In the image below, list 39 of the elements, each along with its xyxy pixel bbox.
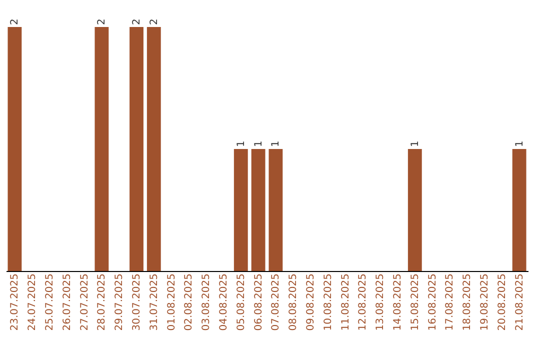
x-tick-label: 14.08.2025 bbox=[392, 274, 404, 331]
data-label: 1 bbox=[514, 140, 526, 147]
data-label: 1 bbox=[253, 140, 264, 147]
x-tick-label: 16.08.2025 bbox=[427, 274, 438, 331]
x-tick-label: 27.07.2025 bbox=[79, 274, 90, 331]
x-tick-label: 13.08.2025 bbox=[375, 274, 386, 331]
x-tick-label: 04.08.2025 bbox=[218, 274, 230, 331]
x-tick-label: 19.08.2025 bbox=[480, 274, 490, 331]
x-tick-label: 01.08.2025 bbox=[166, 274, 178, 331]
x-tick-label: 10.08.2025 bbox=[322, 274, 334, 331]
x-tick-label: 30.07.2025 bbox=[132, 274, 142, 331]
x-tick-label: 05.08.2025 bbox=[236, 274, 247, 331]
x-tick-label: 17.08.2025 bbox=[444, 274, 456, 331]
data-label: 1 bbox=[410, 140, 421, 147]
data-label: 2 bbox=[10, 18, 21, 25]
x-tick-label: 25.07.2025 bbox=[44, 274, 56, 331]
data-label: 1 bbox=[236, 140, 247, 147]
x-tick-label: 09.08.2025 bbox=[306, 274, 316, 331]
x-tick-label: 07.08.2025 bbox=[270, 274, 282, 331]
x-tick-label: 18.08.2025 bbox=[462, 274, 474, 331]
x-tick-label: 03.08.2025 bbox=[201, 274, 212, 331]
x-tick-label: 08.08.2025 bbox=[288, 274, 300, 331]
x-tick-label: 15.08.2025 bbox=[410, 274, 421, 331]
x-tick-label: 20.08.2025 bbox=[496, 274, 508, 331]
x-tick-label: 06.08.2025 bbox=[253, 274, 264, 331]
x-tick-label: 23.07.2025 bbox=[10, 274, 21, 331]
x-tick-label: 28.07.2025 bbox=[96, 274, 108, 331]
x-tick-label: 29.07.2025 bbox=[114, 274, 126, 331]
x-tick-label: 12.08.2025 bbox=[358, 274, 369, 331]
x-tick-label: 02.08.2025 bbox=[184, 274, 195, 331]
x-tick-label: 31.07.2025 bbox=[148, 274, 160, 331]
x-tick-label: 21.08.2025 bbox=[514, 274, 526, 331]
x-tick-label: 26.07.2025 bbox=[62, 274, 73, 331]
data-label: 2 bbox=[96, 18, 108, 25]
data-label: 2 bbox=[148, 18, 160, 25]
x-tick-label: 11.08.2025 bbox=[340, 274, 352, 331]
data-label: 1 bbox=[270, 140, 282, 147]
x-tick-label: 24.07.2025 bbox=[27, 274, 38, 331]
data-label: 2 bbox=[132, 18, 142, 25]
